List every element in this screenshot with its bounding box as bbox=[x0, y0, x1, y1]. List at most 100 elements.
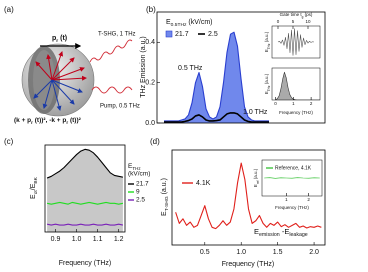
series-line bbox=[175, 162, 322, 230]
x-tick-label: 2 bbox=[310, 101, 313, 106]
series-line bbox=[164, 31, 269, 122]
x-tick-label: 1.0 bbox=[236, 249, 246, 256]
chart-panel bbox=[44, 144, 126, 233]
y-axis-label-part: ot bbox=[33, 190, 39, 195]
y-axis-label: ET-SHG (a.u.) bbox=[161, 178, 170, 216]
plot-marks bbox=[264, 177, 320, 179]
y-axis-label: Eref (a.u.) bbox=[253, 168, 260, 187]
x-tick-label: 5 bbox=[292, 19, 295, 24]
y-axis-label-part: E bbox=[30, 194, 37, 199]
series-line bbox=[277, 28, 315, 56]
panel-label: (d) bbox=[150, 137, 160, 146]
y-axis-label-part: E bbox=[264, 49, 269, 52]
y-axis-label: Eot/EBK bbox=[30, 176, 39, 199]
annotation-part: leakage bbox=[289, 232, 307, 238]
y-axis-label-part: (a.u.) bbox=[264, 31, 269, 43]
legend-title-part: 0.5THz bbox=[171, 22, 187, 28]
legend-title-part: THz bbox=[132, 166, 141, 171]
legend-label: 4.1K bbox=[196, 180, 211, 187]
legend-unit: (kV/cm) bbox=[128, 171, 150, 178]
legend-title-part: (kV/cm) bbox=[186, 19, 212, 26]
formula-label-part: (k + p bbox=[14, 117, 31, 124]
momentum-label-part: p bbox=[52, 35, 56, 42]
legend-label: 2.5 bbox=[136, 197, 145, 204]
formula-label-part: r bbox=[66, 120, 68, 125]
chart-panel bbox=[271, 25, 321, 59]
chart-panel bbox=[271, 67, 321, 101]
area bbox=[47, 149, 123, 232]
x-tick-label: 0.9 bbox=[51, 236, 61, 243]
momentum-label-part: (t) bbox=[58, 35, 67, 42]
y-axis-label: ETHz (a.u.) bbox=[264, 31, 271, 52]
x-tick-label: 10 bbox=[305, 19, 311, 24]
x-axis-label: Frequency (THz) bbox=[279, 110, 313, 115]
x-tick-label: 1.5 bbox=[273, 249, 283, 256]
legend-label: 21.7 bbox=[136, 181, 149, 188]
formula-label-part: (t))² bbox=[68, 117, 81, 124]
y-axis-label: ETHz (a.u.) bbox=[264, 73, 271, 94]
frame bbox=[271, 67, 321, 101]
x-axis-label: Frequency (THz) bbox=[59, 260, 112, 267]
x-tick-label: 0 bbox=[277, 19, 280, 24]
frame bbox=[44, 144, 126, 233]
chart-panel bbox=[261, 159, 323, 197]
emission-label: T-SHG, 1 THz bbox=[98, 32, 136, 38]
y-tick-label: 0.0 bbox=[145, 120, 155, 127]
x-tick-label: 1.2 bbox=[114, 236, 124, 243]
y-tick-label: 0.4 bbox=[145, 39, 155, 46]
x-axis-label: Gate time tg (ps) bbox=[280, 12, 313, 19]
plot-marks bbox=[277, 28, 315, 56]
legend-label: 21.7 bbox=[175, 31, 189, 38]
series-line bbox=[275, 71, 320, 100]
area bbox=[275, 72, 320, 100]
y-axis-label-part: (a.u.) bbox=[161, 178, 168, 196]
series-line bbox=[46, 201, 124, 205]
x-axis-label: Frequency (THz) bbox=[275, 205, 309, 210]
plot-marks bbox=[175, 162, 322, 230]
y-axis-label-part: T-SHG bbox=[164, 196, 170, 211]
frame bbox=[171, 149, 326, 246]
series-line bbox=[164, 112, 269, 123]
y-axis-label-part: E bbox=[161, 211, 168, 216]
y-axis-label: THz Emission (a.u.) bbox=[140, 36, 147, 97]
annotation: Eemission -Eleakage bbox=[254, 227, 308, 238]
x-axis-label-part: (ps) bbox=[303, 12, 313, 17]
x-axis-label-part: Gate time t bbox=[280, 12, 303, 17]
series-line bbox=[264, 177, 320, 179]
series-line bbox=[46, 223, 124, 226]
x-tick-label: 2.0 bbox=[309, 249, 319, 256]
panel-label: (c) bbox=[4, 137, 14, 146]
y-axis-label-part: BK bbox=[33, 176, 39, 183]
y-axis-label-part: ref bbox=[256, 180, 260, 184]
formula-label: (k + pr (t))², -k + pr (t))² bbox=[14, 117, 82, 125]
momentum-label-part: r bbox=[56, 38, 58, 44]
y-axis-label-part: /E bbox=[30, 183, 37, 190]
frame bbox=[156, 11, 326, 124]
x-tick-label: 1.1 bbox=[93, 236, 103, 243]
y-axis-label-part: (a.u.) bbox=[264, 73, 269, 85]
formula-label-part: r bbox=[31, 120, 33, 125]
x-tick-label: 0 bbox=[274, 101, 277, 106]
y-axis-label-part: E bbox=[264, 91, 269, 94]
y-axis-label-part: E bbox=[253, 184, 258, 187]
y-tick-label: 0.2 bbox=[145, 79, 155, 86]
plot-marks bbox=[275, 71, 320, 100]
area bbox=[164, 32, 269, 123]
y-axis-label-part: (a.u.) bbox=[253, 168, 258, 180]
y-axis-label-part: THz bbox=[267, 43, 271, 49]
formula-label-part: (t))², -k + p bbox=[33, 117, 66, 124]
panel-label: (a) bbox=[4, 5, 14, 14]
x-tick-label: 2 bbox=[307, 197, 310, 202]
annotation: 1.0 THz bbox=[243, 109, 268, 116]
legend-label: 2.5 bbox=[208, 31, 218, 38]
frame bbox=[261, 159, 323, 197]
series-line bbox=[46, 148, 124, 179]
momentum-label: pr (t) bbox=[52, 35, 67, 44]
annotation-part: emission bbox=[259, 232, 280, 238]
annotation-part: -E bbox=[280, 227, 290, 236]
chart-panel bbox=[156, 11, 326, 124]
annotation: 0.5 THz bbox=[178, 65, 203, 72]
panel-label: (b) bbox=[146, 5, 156, 14]
